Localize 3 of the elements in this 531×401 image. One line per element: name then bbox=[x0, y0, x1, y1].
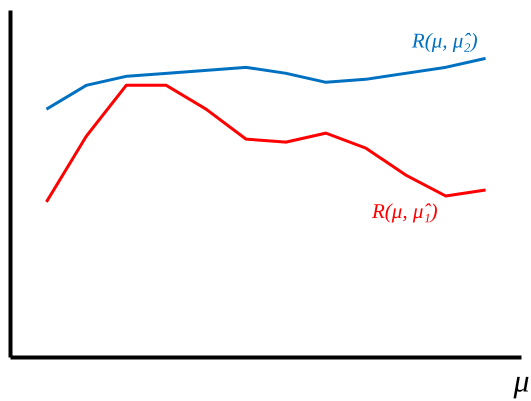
x-axis-title: μ bbox=[512, 362, 530, 398]
series-label: R(μ, μ̂₂) bbox=[410, 28, 478, 52]
series-label: R(μ, μ̂₁) bbox=[370, 198, 438, 223]
